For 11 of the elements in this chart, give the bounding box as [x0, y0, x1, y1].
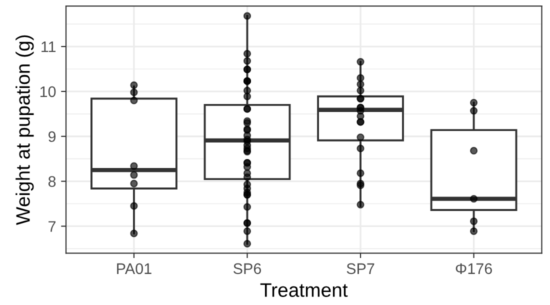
y-tick-label: 10 — [40, 86, 56, 98]
y-tick-label: 7 — [48, 221, 56, 232]
x-axis-title: Treatment — [260, 283, 348, 297]
x-tick-label: Φ176 — [456, 263, 492, 274]
y-axis-title: Weight at pupation (g) — [16, 35, 34, 226]
y-tick-label: 8 — [48, 176, 56, 187]
x-tick-label: SP7 — [346, 263, 374, 274]
x-tick-label: SP6 — [233, 263, 262, 274]
y-tick-label: 11 — [42, 42, 56, 52]
y-tick-label: 9 — [48, 131, 56, 142]
x-tick-label: PA01 — [117, 263, 152, 274]
